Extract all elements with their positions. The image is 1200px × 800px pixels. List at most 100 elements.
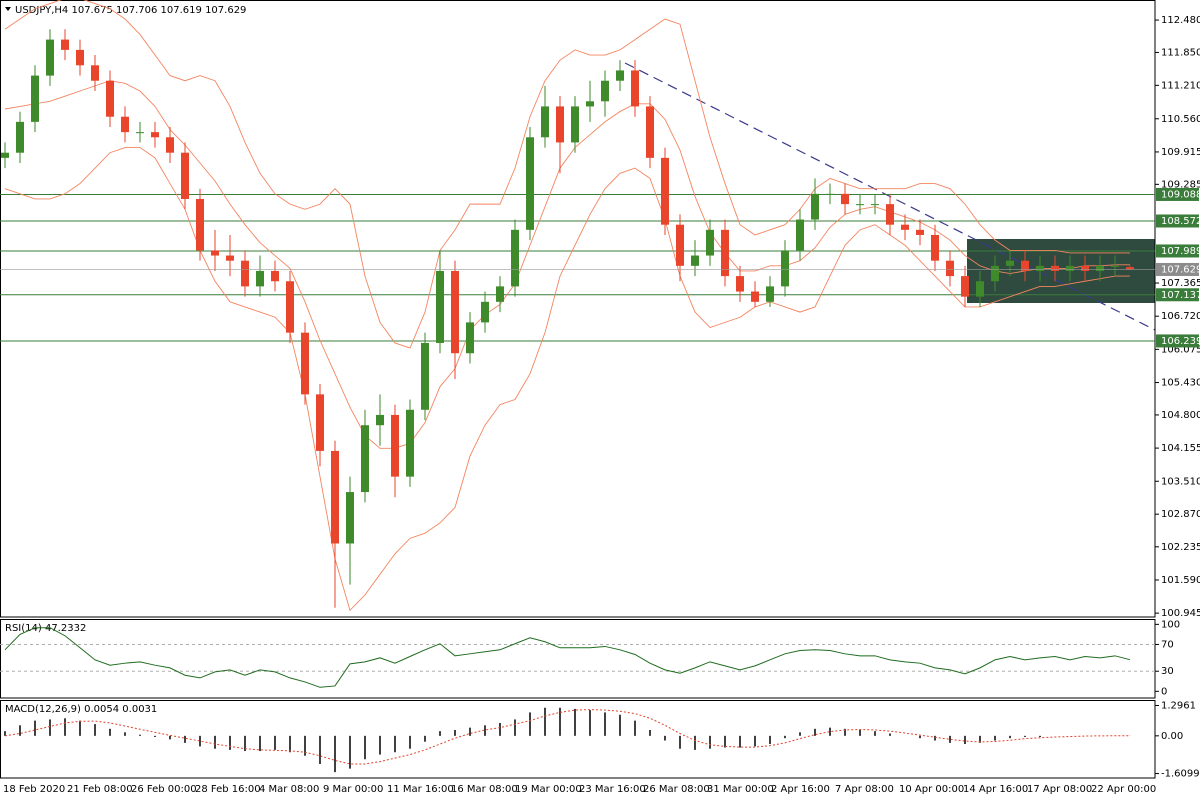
candle-body [1081,265,1089,271]
level-tag [1156,334,1199,348]
candle-body [1006,260,1014,266]
y-tick-label: 30 [1161,666,1174,677]
rsi-panel [0,619,1156,699]
x-tick-label: 28 Feb 16:00 [195,784,261,795]
x-tick-label: 21 Feb 08:00 [67,784,133,795]
candle-body [76,49,84,66]
x-tick-label: 7 Apr 08:00 [835,784,894,795]
macd-panel [0,700,1156,779]
x-tick-label: 18 Feb 2020 [3,784,65,795]
band-middle [4,80,1130,449]
y-tick-label: 0.00 [1161,731,1183,742]
candle-body [16,121,24,153]
candle-body [1,152,9,158]
y-tick-label: 111.850 [1161,47,1200,58]
candle-body [226,255,234,261]
candle-body [556,106,564,143]
candle-body [91,65,99,81]
candle-body [481,301,489,323]
candle-body [646,106,654,158]
candle-body [196,198,204,251]
candle-body [421,342,429,410]
y-tick-label: 104.155 [1161,443,1200,454]
candle-body [601,80,609,102]
price-tag [1156,262,1199,276]
candle-body [781,250,789,287]
y-tick-label: 100 [1161,619,1180,630]
candle-body [736,276,744,292]
level-tag [1156,187,1199,201]
candle-body [241,260,249,287]
candle-body [166,137,174,153]
x-tick-label: 19 Mar 00:00 [515,784,582,795]
chart-title: USDJPY,H4 107.675 107.706 107.619 107.62… [15,5,246,16]
level-label: 107.137 [1161,290,1200,301]
candle-body [1066,265,1074,271]
candle-body [436,270,444,343]
candle-body [256,270,264,287]
y-tick-label: 102.870 [1161,509,1200,520]
candle-body [331,450,339,544]
x-tick-label: 22 Apr 00:00 [1091,784,1156,795]
macd-title: MACD(12,26,9) 0.0054 0.0031 [5,704,157,715]
y-tick-label: 107.365 [1161,278,1200,289]
y-tick-label: 103.510 [1161,476,1200,487]
x-tick-label: 4 Mar 08:00 [259,784,319,795]
y-tick-label: -1.6099 [1161,769,1200,780]
candle-body [796,219,804,251]
candle-body [871,204,879,206]
y-tick-label: 105.430 [1161,378,1200,389]
candle-body [946,260,954,277]
band-lower [4,147,1130,612]
y-tick-label: 111.210 [1161,80,1200,91]
candle-body [61,39,69,50]
candle-body [661,157,669,225]
candle-body [841,193,849,205]
candle-body [976,281,984,297]
candle-body [391,414,399,477]
y-tick-label: 1.2961 [1161,700,1196,711]
y-tick-label: 100.945 [1161,608,1200,619]
candle-body [691,255,699,266]
candle-body [571,106,579,143]
candle-body [1036,265,1044,271]
candle-body [901,224,909,230]
candle-body [271,270,279,282]
price-label: 107.629 [1161,264,1200,275]
candle-body [316,394,324,451]
level-tag [1156,214,1199,228]
candle-body [886,204,894,225]
candle-body [466,322,474,354]
candle-body [541,106,549,138]
level-label: 108.572 [1161,216,1200,227]
level-tag [1156,288,1199,302]
level-label: 107.989 [1161,246,1200,257]
candle-body [376,414,384,426]
x-tick-label: 16 Mar 08:00 [451,784,518,795]
candle-body [931,234,939,261]
candle-body [181,152,189,199]
candle-body [751,291,759,302]
candle-body [616,70,624,81]
candle-body [631,70,639,107]
x-tick-label: 10 Apr 00:00 [899,784,964,795]
price-panel [0,0,1156,618]
candle-body [346,492,354,544]
menu-arrow[interactable] [5,7,11,11]
candle-body [766,286,774,302]
y-tick-label: 110.560 [1161,114,1200,125]
y-tick-label: 112.480 [1161,15,1200,26]
x-tick-label: 2 Apr 16:00 [771,784,830,795]
candle-body [106,80,114,117]
y-tick-label: 70 [1161,639,1174,650]
y-tick-label: 0 [1161,686,1167,697]
candle-body [211,250,219,256]
x-tick-label: 11 Mar 16:00 [387,784,454,795]
candle-body [991,265,999,282]
rsi-title: RSI(14) 47.2332 [5,623,86,634]
x-tick-label: 14 Apr 16:00 [963,784,1028,795]
rsi-line [4,627,1131,688]
